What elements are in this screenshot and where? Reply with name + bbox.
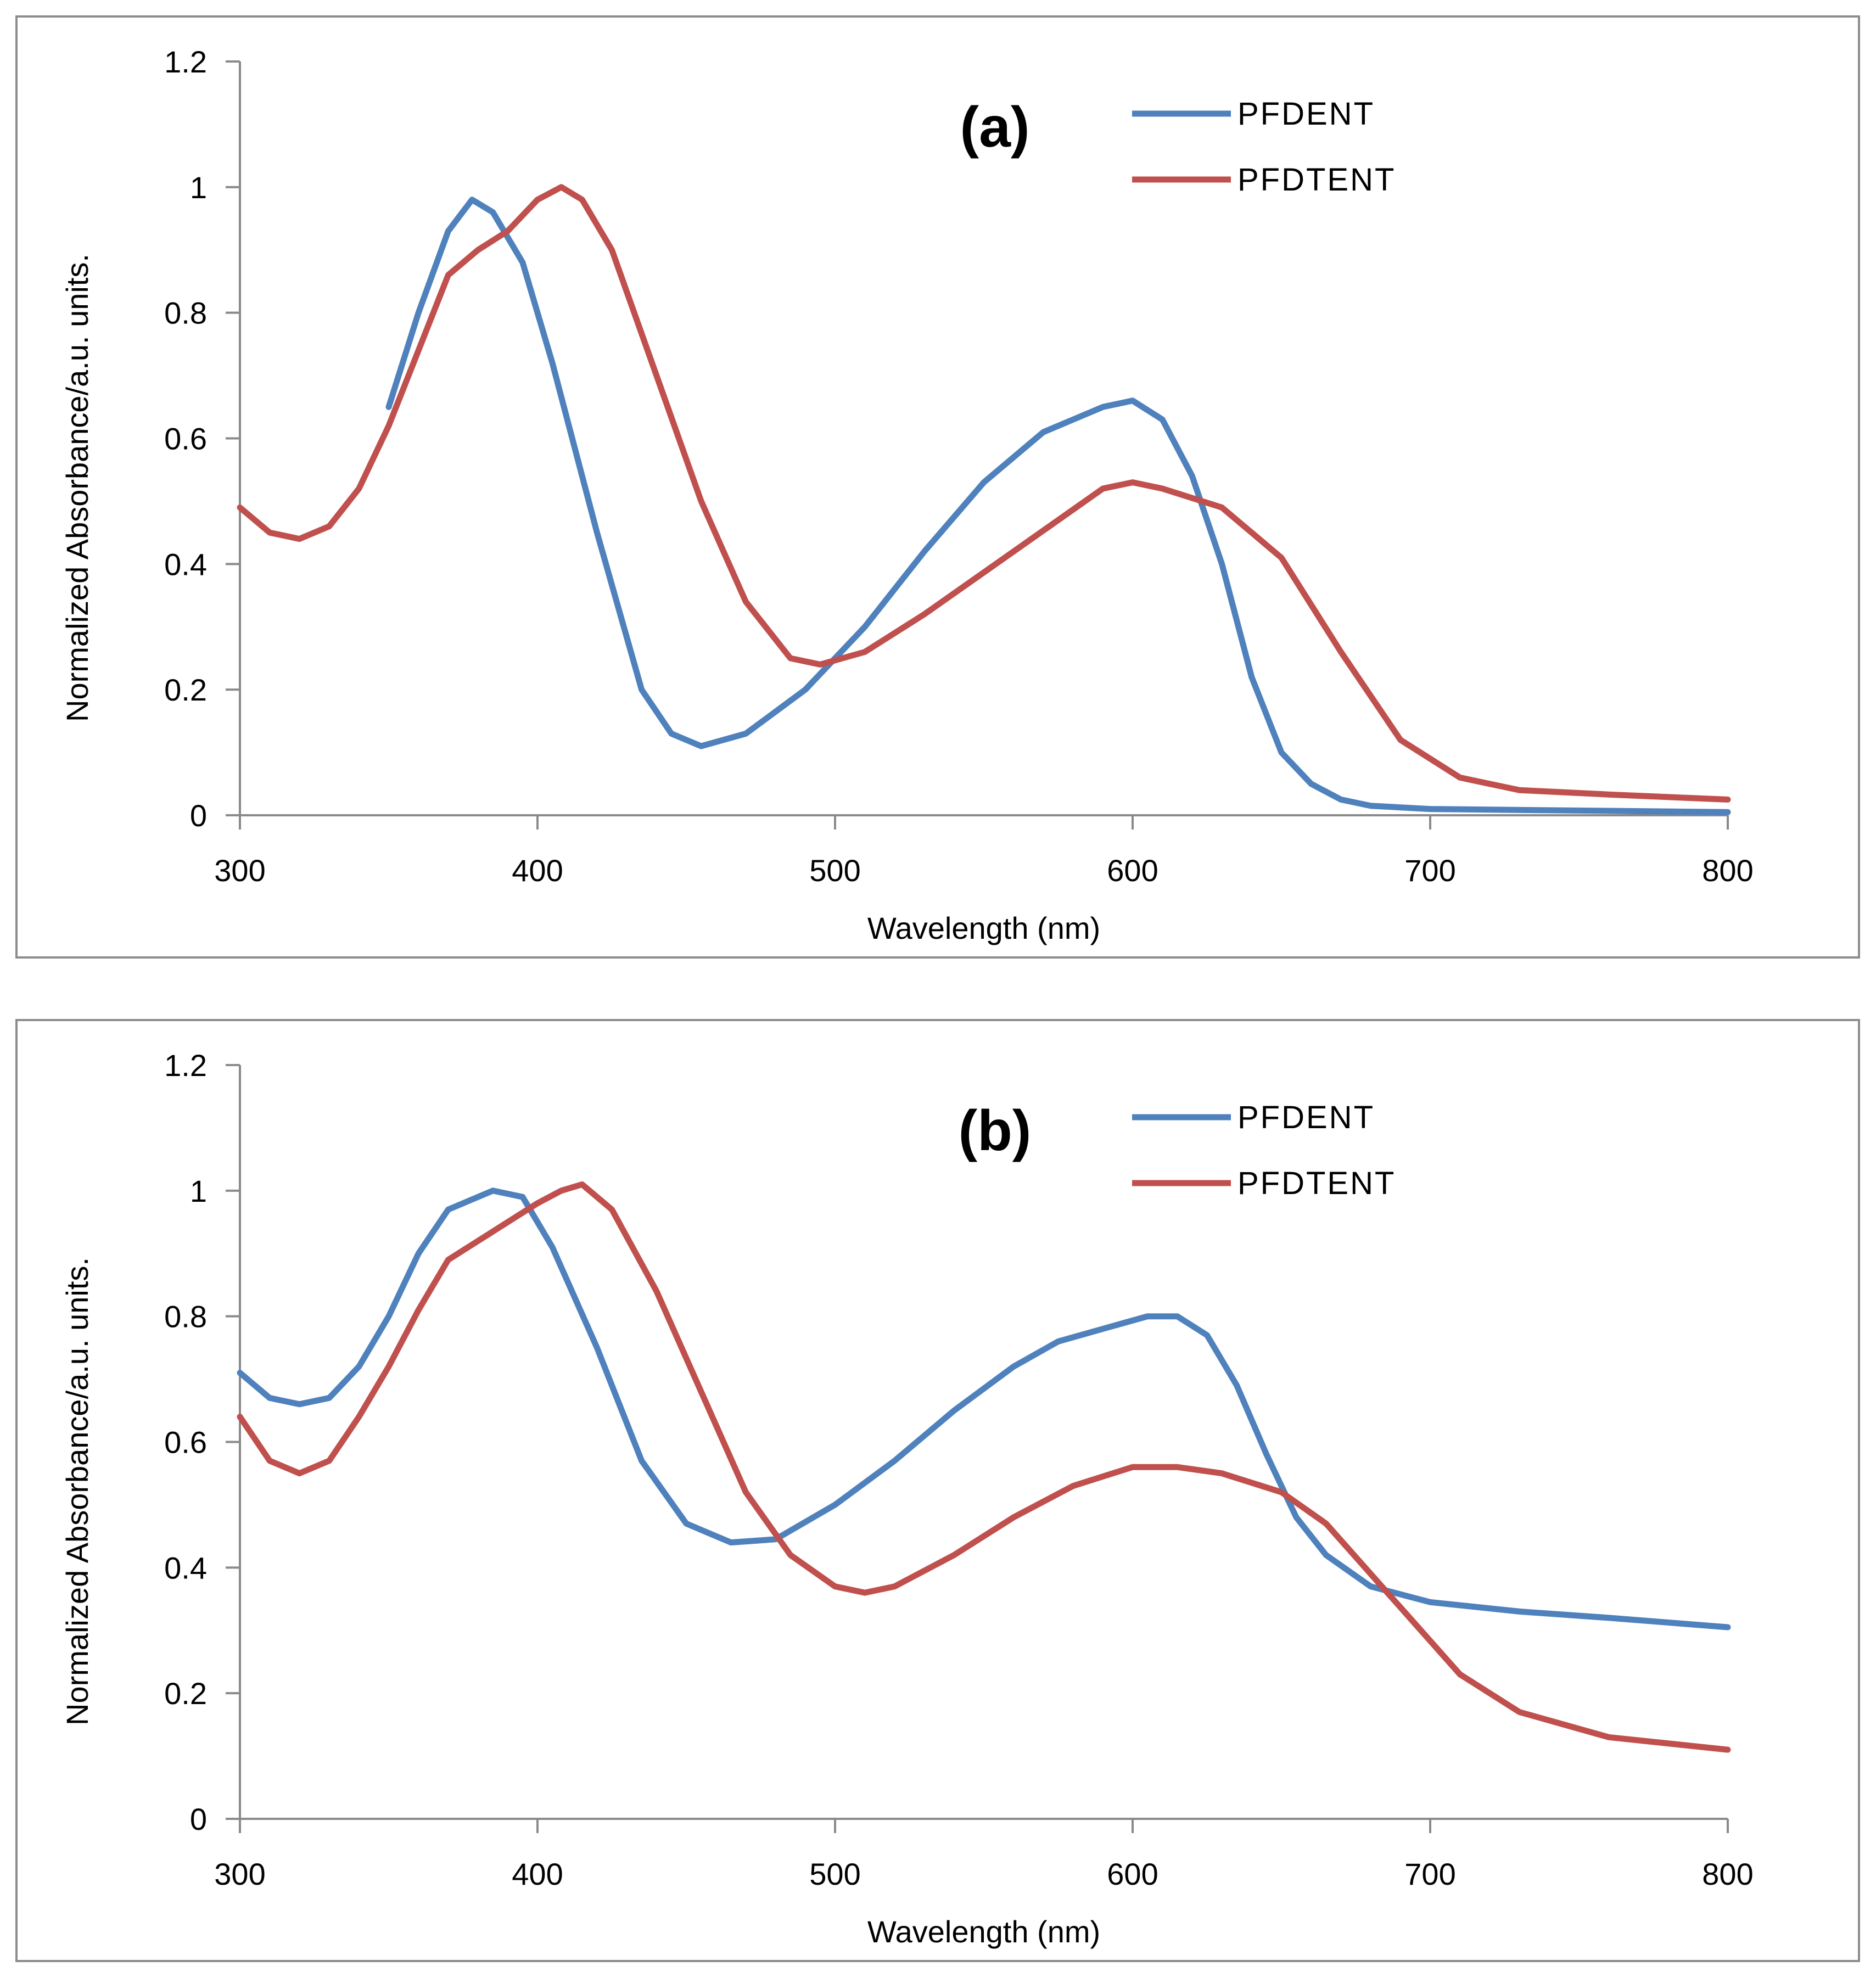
chart-b-x-tick-label: 600 — [1107, 1857, 1158, 1891]
chart-a-y-tick-label: 0.6 — [164, 422, 207, 456]
chart-a-y-tick-label: 0.2 — [164, 673, 207, 707]
chart-b-series-pfdent-line — [237, 1187, 1731, 1631]
chart-b-y-tick-label: 1 — [190, 1174, 207, 1208]
chart-a-legend-label-pfdent: PFDENT — [1237, 96, 1375, 132]
chart-a-series-pfdtent-line — [237, 184, 1731, 803]
chart-b-x-tick-label: 700 — [1404, 1857, 1455, 1891]
chart-b-y-tick-label: 0.6 — [164, 1425, 207, 1460]
chart-b-x-tick-label: 400 — [512, 1857, 563, 1891]
chart-a-x-tick-label: 600 — [1107, 853, 1158, 888]
chart-b-series-pfdtent-line — [237, 1181, 1731, 1753]
chart-a-y-axis-title: Normalized Absorbance/a.u. units. — [60, 254, 94, 722]
chart-b-y-tick-label: 1.2 — [164, 1048, 207, 1083]
chart-b-x-tick-label: 300 — [214, 1857, 265, 1891]
chart-a-y-tick-label: 0 — [190, 798, 207, 833]
chart-b-title: (b) — [959, 1099, 1032, 1163]
chart-b-y-tick-label: 0.2 — [164, 1676, 207, 1711]
chart-b-legend-label-pfdent: PFDENT — [1237, 1100, 1375, 1135]
chart-a-y-tick-label: 0.4 — [164, 547, 207, 581]
chart-a-y-tick-label: 0.8 — [164, 296, 207, 330]
chart-a-x-tick-label: 300 — [214, 853, 265, 888]
chart-a-x-tick-label: 500 — [809, 853, 860, 888]
chart-panel-b: 0 0.2 0.4 0.6 0.8 1 1.2 300 400 500 600 700 800 Wavel… — [15, 1019, 1860, 1962]
chart-a-x-tick-label: 700 — [1404, 853, 1455, 888]
chart-b-y-axis-title: Normalized Absorbance/a.u. units. — [60, 1257, 94, 1726]
chart-a-y-tick-label: 1 — [190, 170, 207, 205]
chart-a-series-pfdent-line — [385, 197, 1731, 815]
chart-a-legend-label-pfdtent: PFDTENT — [1237, 162, 1396, 198]
chart-b-x-axis-title: Wavelength (nm) — [867, 1914, 1100, 1949]
chart-b-y-tick-label: 0.4 — [164, 1550, 207, 1585]
chart-a-y-tick-label: 1.2 — [164, 44, 207, 79]
chart-b-svg: 0 0.2 0.4 0.6 0.8 1 1.2 300 400 500 600 700 800 Wavel… — [60, 1048, 1754, 1949]
chart-b-legend-label-pfdtent: PFDTENT — [1237, 1166, 1396, 1201]
chart-a-x-tick-label: 400 — [512, 853, 563, 888]
chart-a-x-axis-title: Wavelength (nm) — [867, 911, 1100, 945]
chart-b-x-tick-label: 500 — [809, 1857, 860, 1891]
chart-b-y-tick-label: 0 — [190, 1802, 207, 1836]
chart-a-x-tick-label: 800 — [1702, 853, 1753, 888]
chart-b-y-tick-label: 0.8 — [164, 1299, 207, 1334]
chart-a-title: (a) — [960, 96, 1029, 159]
chart-b-x-tick-label: 800 — [1702, 1857, 1753, 1891]
chart-a-svg: 0 0.2 0.4 0.6 0.8 1 1.2 300 400 500 600 700 800 Wavel… — [60, 44, 1754, 945]
chart-panel-a: 0 0.2 0.4 0.6 0.8 1 1.2 300 400 500 600 700 800 Wavel… — [15, 15, 1860, 959]
